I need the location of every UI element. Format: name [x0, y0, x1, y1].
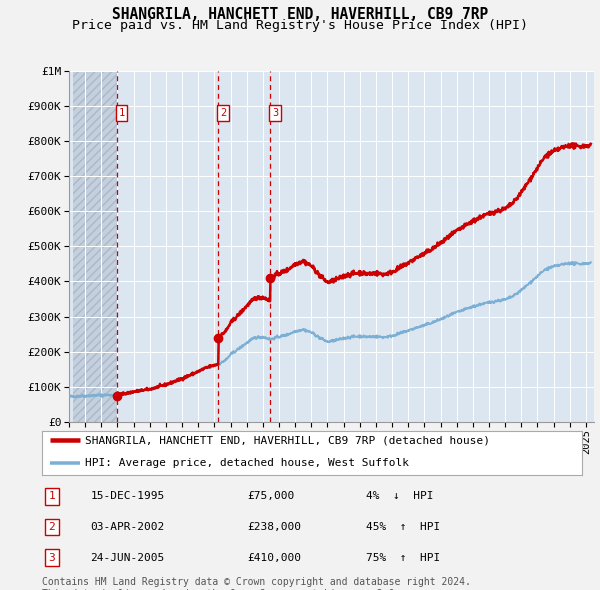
Text: 1: 1 [118, 108, 125, 118]
Text: £75,000: £75,000 [247, 491, 295, 501]
Text: 24-JUN-2005: 24-JUN-2005 [91, 553, 165, 562]
Text: Price paid vs. HM Land Registry's House Price Index (HPI): Price paid vs. HM Land Registry's House … [72, 19, 528, 32]
Text: £410,000: £410,000 [247, 553, 301, 562]
Text: £238,000: £238,000 [247, 522, 301, 532]
Text: 2: 2 [49, 522, 55, 532]
Bar [73, 71, 117, 422]
Text: 03-APR-2002: 03-APR-2002 [91, 522, 165, 532]
Text: Contains HM Land Registry data © Crown copyright and database right 2024.
This d: Contains HM Land Registry data © Crown c… [42, 577, 471, 590]
Text: SHANGRILA, HANCHETT END, HAVERHILL, CB9 7RP (detached house): SHANGRILA, HANCHETT END, HAVERHILL, CB9 … [85, 435, 490, 445]
Text: 75%  ↑  HPI: 75% ↑ HPI [366, 553, 440, 562]
Text: 45%  ↑  HPI: 45% ↑ HPI [366, 522, 440, 532]
Text: 4%  ↓  HPI: 4% ↓ HPI [366, 491, 433, 501]
Text: 3: 3 [272, 108, 278, 118]
Text: SHANGRILA, HANCHETT END, HAVERHILL, CB9 7RP: SHANGRILA, HANCHETT END, HAVERHILL, CB9 … [112, 7, 488, 22]
Text: HPI: Average price, detached house, West Suffolk: HPI: Average price, detached house, West… [85, 458, 409, 468]
Text: 3: 3 [49, 553, 55, 562]
Text: 1: 1 [49, 491, 55, 501]
Text: 2: 2 [220, 108, 226, 118]
Text: 15-DEC-1995: 15-DEC-1995 [91, 491, 165, 501]
